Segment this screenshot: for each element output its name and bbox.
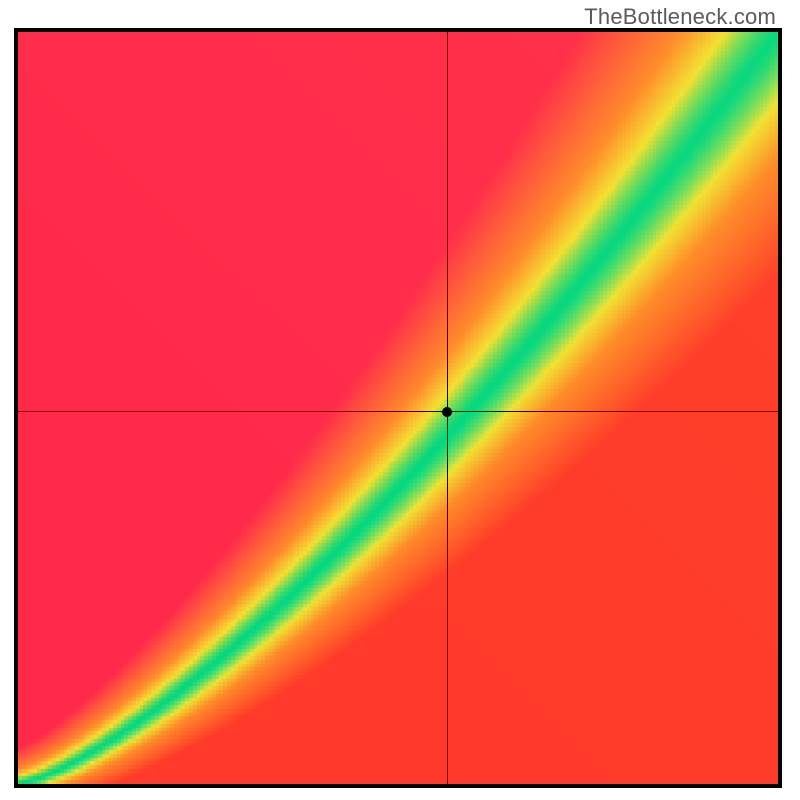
crosshair-horizontal [18, 411, 778, 412]
marker-point [442, 407, 452, 417]
watermark-text: TheBottleneck.com [584, 4, 776, 30]
heatmap-plot [14, 28, 782, 788]
heatmap-canvas [18, 32, 778, 784]
